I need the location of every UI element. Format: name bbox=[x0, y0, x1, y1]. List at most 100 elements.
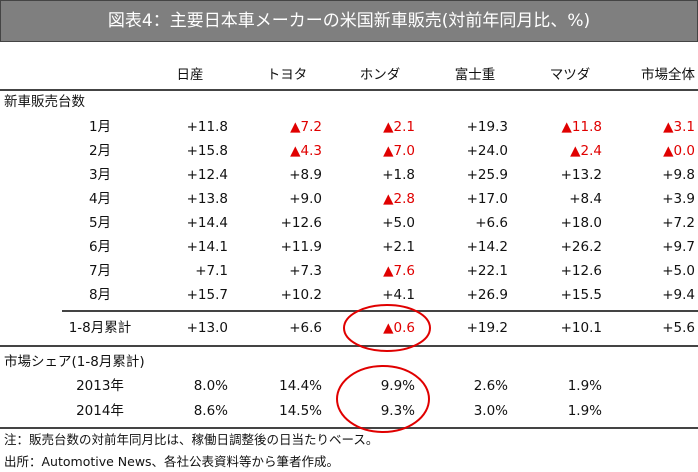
value-cell: 1.9% bbox=[567, 403, 602, 419]
column-header: 市場全体 bbox=[641, 67, 695, 83]
value-cell: +10.2 bbox=[280, 287, 322, 303]
section-heading-row: 市場シェア(1-8月累計) bbox=[0, 351, 698, 373]
value-cell: +12.6 bbox=[280, 215, 322, 231]
value-cell: 14.5% bbox=[279, 403, 322, 419]
value-cell: ▲2.4 bbox=[570, 143, 602, 159]
value-cell: +7.2 bbox=[662, 215, 695, 231]
value-cell: 8.6% bbox=[193, 403, 228, 419]
row-label: 5月 bbox=[88, 215, 112, 231]
value-cell: 14.4% bbox=[279, 378, 322, 394]
row-label: 3月 bbox=[88, 167, 112, 183]
value-cell: +14.4 bbox=[186, 215, 228, 231]
value-cell: +7.3 bbox=[289, 263, 322, 279]
table-row: 6月 +14.1 +11.9 +2.1 +14.2 +26.2 +9.7 bbox=[0, 236, 698, 258]
highlight-circle-share bbox=[336, 365, 430, 433]
value-cell: +15.7 bbox=[186, 287, 228, 303]
value-cell: ▲0.6 bbox=[383, 320, 415, 336]
value-cell: +8.4 bbox=[569, 191, 602, 207]
value-cell: +15.5 bbox=[560, 287, 602, 303]
value-cell: ▲2.1 bbox=[383, 119, 415, 135]
value-cell: ▲3.1 bbox=[663, 119, 695, 135]
value-cell: ▲2.8 bbox=[383, 191, 415, 207]
value-cell: +24.0 bbox=[466, 143, 508, 159]
row-label: 4月 bbox=[88, 191, 112, 207]
source-text: 出所：Automotive News、各社公表資料等から筆者作成。 bbox=[4, 454, 340, 469]
value-cell: +15.8 bbox=[186, 143, 228, 159]
value-cell: +12.4 bbox=[186, 167, 228, 183]
row-label: 6月 bbox=[88, 239, 112, 255]
value-cell: +25.9 bbox=[466, 167, 508, 183]
header-divider bbox=[0, 89, 698, 91]
table-row: 7月 +7.1 +7.3 ▲7.6 +22.1 +12.6 +5.0 bbox=[0, 260, 698, 282]
value-cell: +7.1 bbox=[195, 263, 228, 279]
bottom-divider bbox=[0, 427, 698, 429]
row-label: 8月 bbox=[88, 287, 112, 303]
table-row: 1月 +11.8 ▲7.2 ▲2.1 +19.3 ▲11.8 ▲3.1 bbox=[0, 116, 698, 138]
value-cell: +13.2 bbox=[560, 167, 602, 183]
row-label: 2014年 bbox=[76, 403, 124, 419]
value-cell: +26.2 bbox=[560, 239, 602, 255]
value-cell: +9.8 bbox=[662, 167, 695, 183]
value-cell: +6.6 bbox=[475, 215, 508, 231]
table-row: 8月 +15.7 +10.2 +4.1 +26.9 +15.5 +9.4 bbox=[0, 284, 698, 306]
value-cell: +13.8 bbox=[186, 191, 228, 207]
table-row: 3月 +12.4 +8.9 +1.8 +25.9 +13.2 +9.8 bbox=[0, 164, 698, 186]
value-cell: +22.1 bbox=[466, 263, 508, 279]
value-cell: +2.1 bbox=[382, 239, 415, 255]
row-label: 1月 bbox=[88, 119, 112, 135]
value-cell: +12.6 bbox=[560, 263, 602, 279]
value-cell: +6.6 bbox=[289, 320, 322, 336]
column-header: トヨタ bbox=[266, 67, 308, 83]
figure-title: 図表4：主要日本車メーカーの米国新車販売(対前年同月比、%) bbox=[0, 0, 698, 42]
value-cell: 8.0% bbox=[193, 378, 228, 394]
section-heading-share: 市場シェア(1-8月累計) bbox=[4, 354, 145, 370]
value-cell: +11.8 bbox=[186, 119, 228, 135]
row-label: 7月 bbox=[88, 263, 112, 279]
value-cell: +5.6 bbox=[662, 320, 695, 336]
table-row: 2月 +15.8 ▲4.3 ▲7.0 +24.0 ▲2.4 ▲0.0 bbox=[0, 140, 698, 162]
value-cell: +10.1 bbox=[560, 320, 602, 336]
value-cell: ▲11.8 bbox=[561, 119, 602, 135]
value-cell: +17.0 bbox=[466, 191, 508, 207]
column-header: 日産 bbox=[176, 67, 204, 83]
section-divider bbox=[0, 345, 698, 347]
section-heading-row: 新車販売台数 bbox=[0, 91, 698, 113]
value-cell: 3.0% bbox=[473, 403, 508, 419]
value-cell: +4.1 bbox=[382, 287, 415, 303]
section-heading-sales: 新車販売台数 bbox=[4, 94, 85, 110]
value-cell: +9.4 bbox=[662, 287, 695, 303]
highlight-circle-cumulative bbox=[343, 304, 431, 352]
value-cell: +5.0 bbox=[662, 263, 695, 279]
value-cell: +18.0 bbox=[560, 215, 602, 231]
subtotal-divider bbox=[62, 310, 698, 312]
value-cell: ▲7.6 bbox=[383, 263, 415, 279]
column-header: ホンダ bbox=[359, 67, 401, 83]
value-cell: +9.7 bbox=[662, 239, 695, 255]
value-cell: +8.9 bbox=[289, 167, 322, 183]
value-cell: +9.0 bbox=[289, 191, 322, 207]
table-row: 2014年 8.6% 14.5% 9.3% 3.0% 1.9% bbox=[0, 400, 698, 422]
value-cell: 9.9% bbox=[380, 378, 415, 394]
value-cell: +26.9 bbox=[466, 287, 508, 303]
row-label: 1-8月累計 bbox=[68, 320, 132, 336]
row-label: 2月 bbox=[88, 143, 112, 159]
value-cell: 2.6% bbox=[473, 378, 508, 394]
value-cell: +19.2 bbox=[466, 320, 508, 336]
table-row: 2013年 8.0% 14.4% 9.9% 2.6% 1.9% bbox=[0, 375, 698, 397]
value-cell: ▲4.3 bbox=[290, 143, 322, 159]
value-cell: +3.9 bbox=[662, 191, 695, 207]
value-cell: +19.3 bbox=[466, 119, 508, 135]
value-cell: ▲7.2 bbox=[290, 119, 322, 135]
value-cell: 1.9% bbox=[567, 378, 602, 394]
note-text: 注：販売台数の対前年同月比は、稼働日調整後の日当たりベース。 bbox=[4, 432, 379, 447]
value-cell: ▲7.0 bbox=[383, 143, 415, 159]
value-cell: 9.3% bbox=[380, 403, 415, 419]
value-cell: +13.0 bbox=[186, 320, 228, 336]
column-header: マツダ bbox=[549, 67, 591, 83]
value-cell: +5.0 bbox=[382, 215, 415, 231]
row-label: 2013年 bbox=[76, 378, 124, 394]
table-row: 5月 +14.4 +12.6 +5.0 +6.6 +18.0 +7.2 bbox=[0, 212, 698, 234]
value-cell: +1.8 bbox=[382, 167, 415, 183]
